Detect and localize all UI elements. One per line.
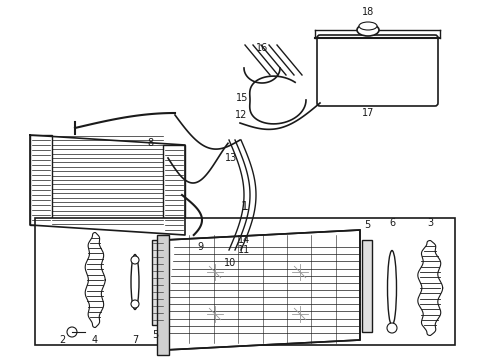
Bar — [30, 135, 52, 225]
Circle shape — [387, 323, 397, 333]
Text: 6: 6 — [389, 218, 395, 228]
Ellipse shape — [357, 24, 379, 36]
Text: 8: 8 — [147, 138, 153, 148]
Text: 1: 1 — [241, 200, 249, 213]
Text: 7: 7 — [132, 335, 138, 345]
Text: 11: 11 — [238, 245, 250, 255]
Ellipse shape — [359, 22, 377, 30]
Circle shape — [131, 300, 139, 308]
Text: 3: 3 — [427, 218, 433, 228]
Text: 16: 16 — [256, 43, 268, 53]
Polygon shape — [85, 233, 105, 328]
Bar — [152, 240, 164, 325]
Bar — [163, 145, 185, 235]
Text: 13: 13 — [225, 153, 237, 163]
Polygon shape — [165, 230, 360, 350]
Polygon shape — [418, 240, 442, 336]
Text: 4: 4 — [92, 335, 98, 345]
Bar — [35, 218, 455, 345]
Text: 15: 15 — [236, 93, 248, 103]
Text: 10: 10 — [224, 258, 236, 268]
Text: 12: 12 — [235, 110, 247, 120]
Circle shape — [67, 327, 77, 337]
Text: 5: 5 — [152, 330, 158, 340]
Bar — [157, 235, 169, 355]
Text: 18: 18 — [362, 7, 374, 17]
Text: 5: 5 — [364, 220, 370, 230]
FancyBboxPatch shape — [317, 35, 438, 106]
Bar — [362, 240, 372, 332]
Circle shape — [131, 256, 139, 264]
Ellipse shape — [388, 251, 396, 325]
Text: 9: 9 — [197, 242, 203, 252]
Ellipse shape — [131, 255, 139, 310]
Text: 17: 17 — [362, 108, 374, 118]
Text: 14: 14 — [238, 235, 250, 245]
Text: 2: 2 — [59, 335, 65, 345]
